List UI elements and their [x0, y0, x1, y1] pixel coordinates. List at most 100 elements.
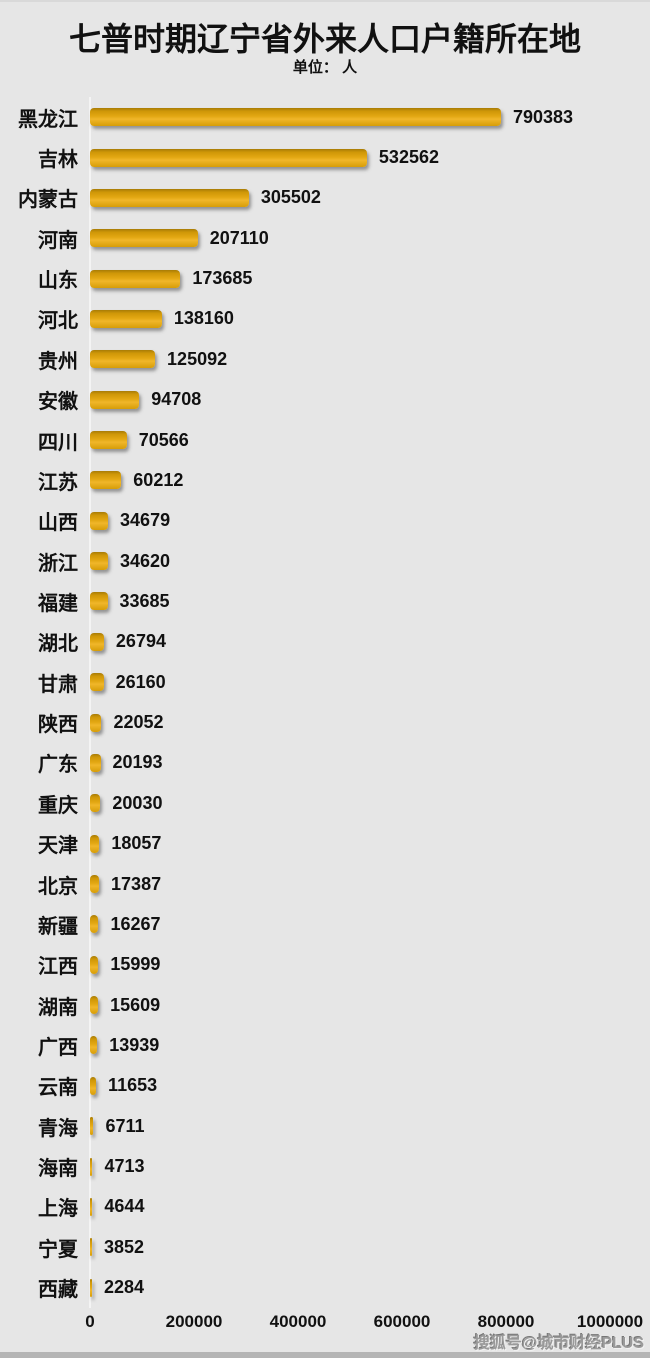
- bar: [90, 1238, 92, 1257]
- value-label: 790383: [512, 106, 574, 127]
- bar-row: 宁夏 3852: [0, 1227, 650, 1267]
- bar: [90, 1278, 92, 1297]
- bar-row: 天津 18057: [0, 823, 650, 863]
- bar-track: 3852: [90, 1227, 610, 1267]
- bar: [90, 794, 101, 813]
- bar-track: 34679: [90, 501, 610, 541]
- x-tick-label: 800000: [477, 1312, 535, 1331]
- bar: [90, 713, 102, 732]
- bar-row: 海南 4713: [0, 1146, 650, 1186]
- value-label: 173685: [192, 268, 253, 289]
- bar-row: 北京 17387: [0, 864, 650, 904]
- bar-row: 甘肃 26160: [0, 662, 650, 702]
- category-label: 重庆: [38, 794, 78, 817]
- bar-row: 福建 33685: [0, 581, 650, 621]
- category-label: 黑龙江: [18, 108, 78, 131]
- bar: [90, 632, 104, 651]
- bar: [90, 915, 99, 934]
- category-label: 云南: [38, 1077, 78, 1100]
- bar: [90, 188, 249, 207]
- category-label: 湖北: [38, 633, 78, 656]
- bar-row: 河北 138160: [0, 299, 650, 339]
- plot-area: 黑龙江 790383 吉林 532562 内蒙古 305502 河南 207110 山东 1736…: [0, 97, 650, 1308]
- bar-track: 60212: [90, 460, 610, 500]
- bar: [90, 108, 501, 127]
- bar-row: 陕西 22052: [0, 702, 650, 742]
- bar-track: 4713: [90, 1146, 610, 1186]
- bar-track: 20193: [90, 743, 610, 783]
- category-label: 广东: [38, 754, 78, 777]
- bar: [90, 1197, 93, 1216]
- bar-row: 山西 34679: [0, 501, 650, 541]
- value-label: 13939: [109, 1034, 160, 1055]
- bar: [90, 1036, 98, 1055]
- value-label: 60212: [133, 469, 184, 490]
- bar: [90, 955, 99, 974]
- bar-row: 安徽 94708: [0, 380, 650, 420]
- bar-row: 湖北 26794: [0, 622, 650, 662]
- category-label: 广西: [38, 1036, 78, 1059]
- value-label: 22052: [113, 712, 164, 733]
- category-label: 宁夏: [38, 1238, 78, 1261]
- category-label: 天津: [38, 835, 78, 858]
- category-label: 陕西: [38, 714, 78, 737]
- bar-row: 江西 15999: [0, 945, 650, 985]
- bar-row: 湖南 15609: [0, 985, 650, 1025]
- bar-track: 13939: [90, 1025, 610, 1065]
- category-label: 上海: [38, 1198, 78, 1221]
- bar-row: 青海 6711: [0, 1106, 650, 1146]
- category-label: 河北: [38, 310, 78, 333]
- category-label: 青海: [38, 1117, 78, 1140]
- x-tick-label: 600000: [373, 1312, 431, 1331]
- category-label: 浙江: [38, 552, 78, 575]
- value-label: 4713: [104, 1156, 145, 1177]
- bar: [90, 350, 156, 369]
- bar-row: 四川 70566: [0, 420, 650, 460]
- bar: [90, 875, 100, 893]
- x-tick-label: 1000000: [576, 1312, 644, 1331]
- bar-track: 138160: [90, 299, 610, 339]
- bar: [90, 1076, 97, 1095]
- x-tick-label: 400000: [269, 1312, 327, 1331]
- bar: [90, 1157, 93, 1176]
- bar-track: 18057: [90, 823, 610, 863]
- value-label: 20193: [112, 752, 163, 773]
- bar-track: 125092: [90, 339, 610, 379]
- bar-row: 重庆 20030: [0, 783, 650, 823]
- category-label: 山西: [38, 512, 78, 535]
- bar-row: 山东 173685: [0, 258, 650, 298]
- bar: [90, 471, 122, 490]
- category-label: 江苏: [38, 471, 78, 494]
- bar-track: 6711: [90, 1106, 610, 1146]
- y-axis-line: [89, 97, 91, 1308]
- bar-track: 34620: [90, 541, 610, 581]
- bar: [90, 511, 109, 530]
- bar-row: 黑龙江 790383: [0, 97, 650, 137]
- value-label: 16267: [110, 913, 161, 934]
- bar-track: 17387: [90, 864, 610, 904]
- bar-track: 4644: [90, 1187, 610, 1227]
- bar-track: 26160: [90, 662, 610, 702]
- bar-track: 790383: [90, 97, 610, 137]
- bar: [90, 229, 198, 248]
- bar-track: 11653: [90, 1066, 610, 1106]
- value-label: 34679: [120, 510, 171, 531]
- value-label: 532562: [378, 147, 439, 168]
- value-label: 4644: [104, 1196, 145, 1217]
- value-label: 138160: [173, 308, 234, 329]
- value-label: 6711: [105, 1115, 145, 1136]
- value-label: 15609: [110, 994, 161, 1015]
- bar-row: 云南 11653: [0, 1066, 650, 1106]
- value-label: 94708: [151, 389, 202, 410]
- value-label: 3852: [104, 1236, 145, 1257]
- category-label: 北京: [38, 875, 78, 898]
- bar-row: 内蒙古 305502: [0, 178, 650, 218]
- bar-track: 94708: [90, 380, 610, 420]
- bar: [90, 1117, 94, 1136]
- category-label: 江西: [38, 956, 78, 979]
- bar-track: 16267: [90, 904, 610, 944]
- bar: [90, 996, 99, 1015]
- value-label: 26794: [115, 631, 166, 652]
- value-label: 26160: [115, 671, 166, 692]
